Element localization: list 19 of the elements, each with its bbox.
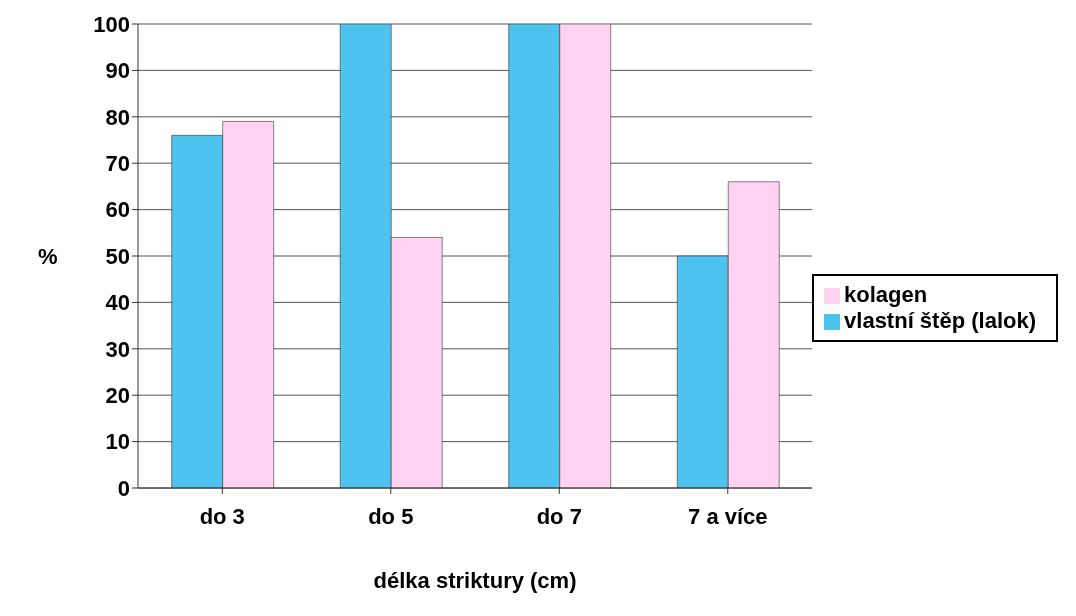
x-tick-label: do 7 [536,503,582,529]
x-tick-label: do 3 [199,503,245,529]
y-tick-label: 10 [105,429,130,455]
y-tick-label: 90 [105,58,130,84]
y-tick-label: 70 [105,151,130,177]
x-axis-title: délka striktury (cm) [373,568,577,593]
y-axis-title: % [38,243,58,269]
y-tick-label: 0 [117,475,130,501]
y-tick-label: 40 [105,290,130,316]
y-tick-label: 30 [105,336,130,362]
x-tick-label: 7 a více [688,503,768,529]
x-tick-label: do 5 [368,503,414,529]
y-tick-label: 80 [105,104,130,130]
legend-label: kolagen [844,282,928,307]
y-tick-label: 100 [93,11,130,37]
y-tick-label: 60 [105,197,130,223]
legend-label: vlastní štěp (lalok) [844,308,1036,333]
y-tick-label: 50 [105,243,130,269]
y-tick-label: 20 [105,383,130,409]
